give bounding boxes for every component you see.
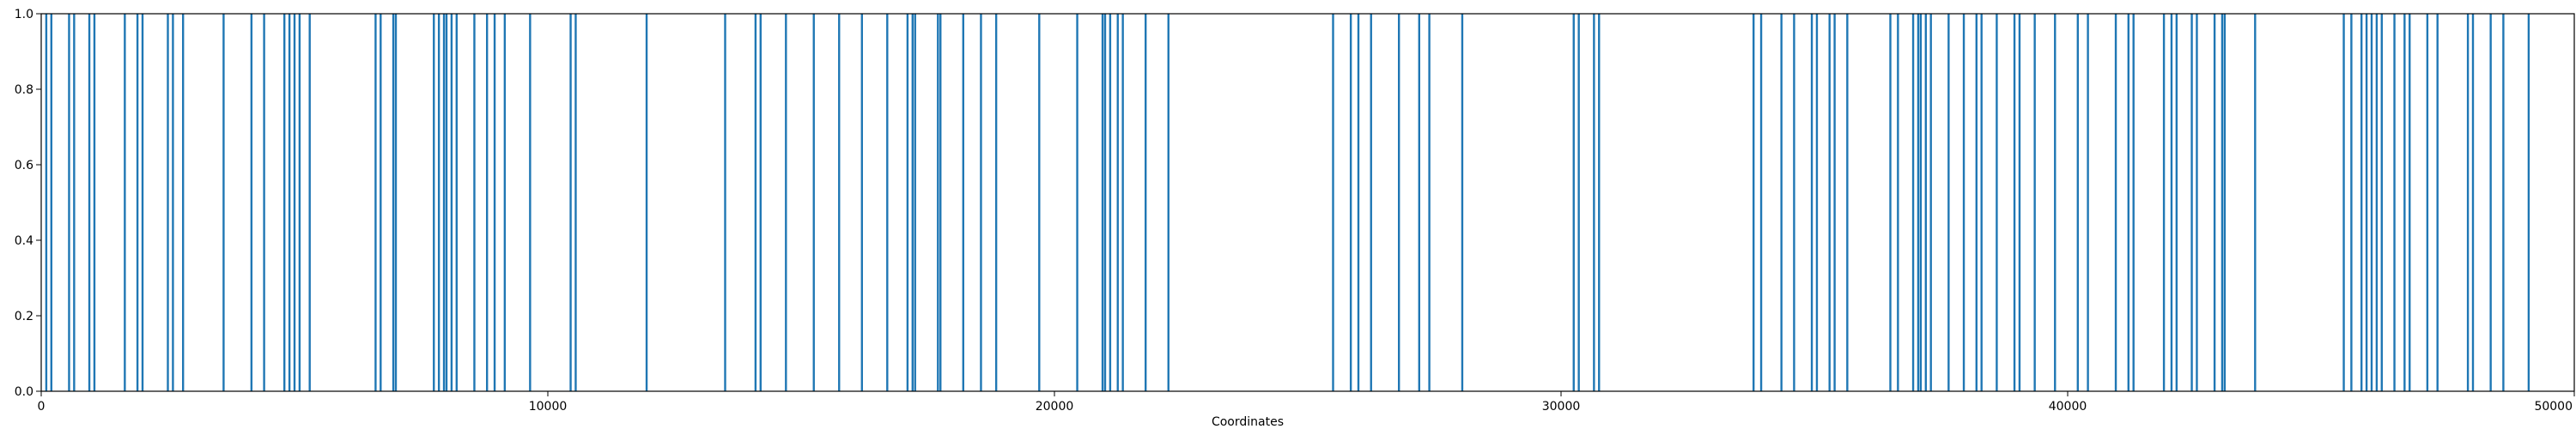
plot-area bbox=[41, 14, 2574, 391]
x-tick-label: 20000 bbox=[1036, 400, 1074, 414]
plot-frame bbox=[40, 13, 2575, 392]
y-tick-label: 0.0 bbox=[15, 385, 33, 399]
x-tick-label: 50000 bbox=[2534, 400, 2573, 414]
x-tick-label: 30000 bbox=[1542, 400, 1581, 414]
x-tick-label: 40000 bbox=[2049, 400, 2087, 414]
y-tick-label: 0.2 bbox=[15, 310, 33, 323]
y-tick-label: 0.6 bbox=[15, 159, 33, 172]
x-tick-label: 0 bbox=[38, 400, 46, 414]
x-axis-ticks: 0 10000 20000 30000 40000 50000 bbox=[38, 391, 2575, 414]
y-tick-label: 0.8 bbox=[15, 83, 33, 97]
y-tick-label: 1.0 bbox=[15, 8, 33, 21]
y-axis-ticks: 0.0 0.2 0.4 0.6 0.8 1.0 bbox=[15, 8, 41, 399]
x-axis-label: Coordinates bbox=[1212, 415, 1284, 429]
bars-group bbox=[45, 14, 2530, 391]
x-tick-label: 10000 bbox=[529, 400, 568, 414]
y-tick-label: 0.4 bbox=[15, 234, 33, 248]
